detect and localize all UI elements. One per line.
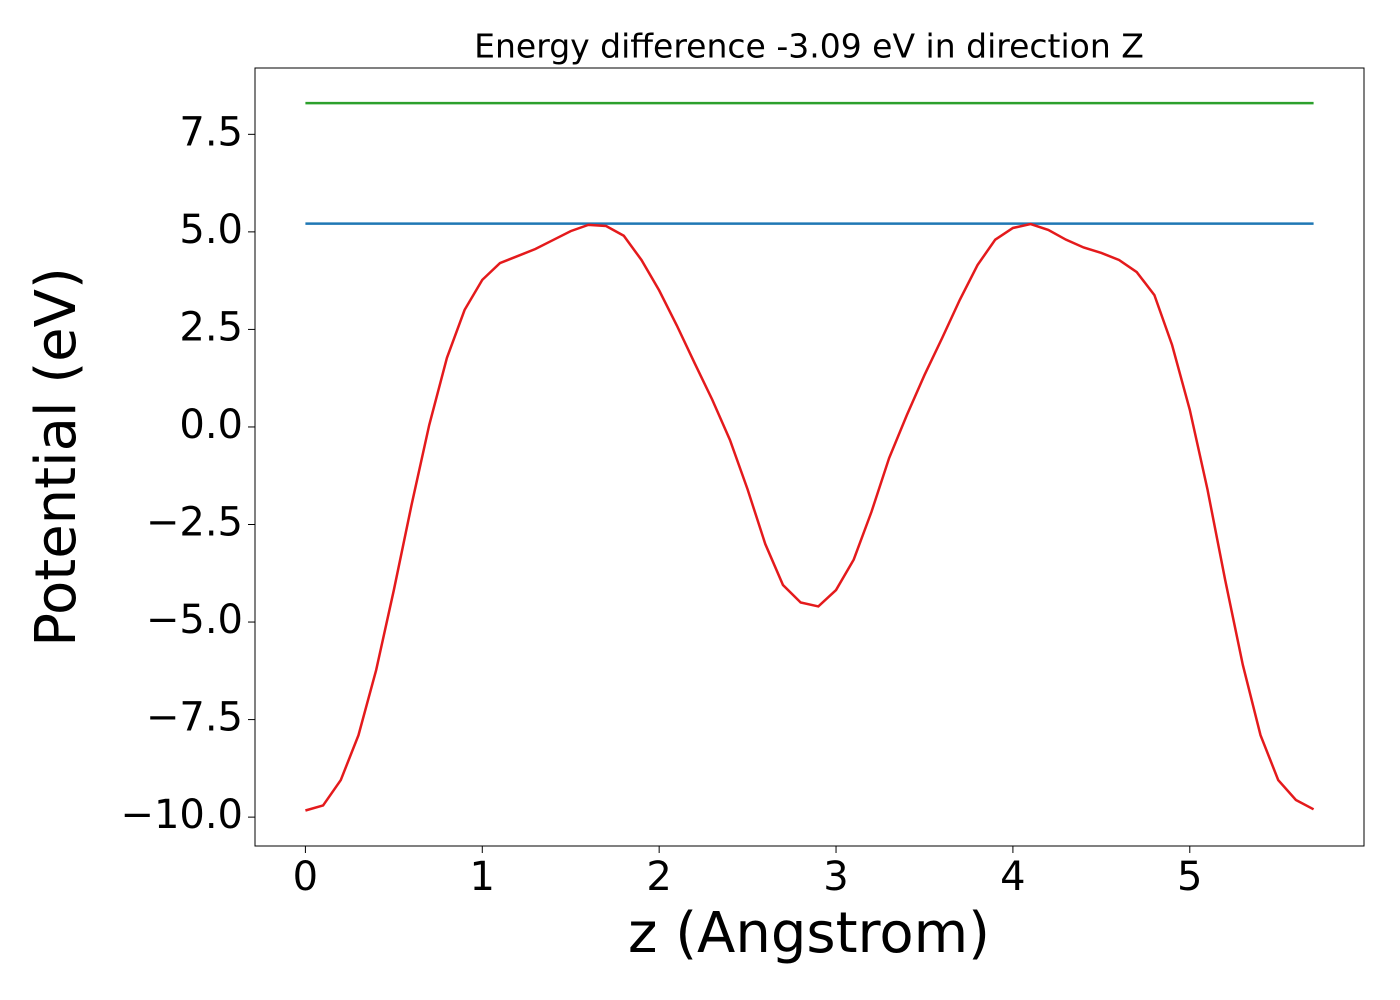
y-tick-label: −7.5 — [146, 695, 243, 741]
plot-frame — [254, 67, 1365, 847]
y-tick-label: −10.0 — [120, 792, 243, 838]
x-axis-label: z (Angstrom) — [628, 901, 990, 966]
y-tick-label: −5.0 — [146, 597, 243, 643]
y-tick-label: 5.0 — [179, 207, 243, 253]
line-series — [305, 222, 1315, 812]
y-tick-label: 7.5 — [179, 109, 243, 155]
x-tick-label: 5 — [1177, 854, 1202, 900]
y-tick-label: 0.0 — [179, 402, 243, 448]
x-tick-label: 2 — [646, 854, 671, 900]
x-tick-label: 0 — [293, 854, 318, 900]
chart-title: Energy difference -3.09 eV in direction … — [474, 27, 1144, 66]
y-axis-label: Potential (eV) — [24, 267, 89, 647]
y-tick-label: −2.5 — [146, 499, 243, 545]
x-tick-label: 4 — [1000, 854, 1025, 900]
x-tick-label: 1 — [470, 854, 495, 900]
y-tick-label: 2.5 — [179, 304, 243, 350]
x-tick-label: 3 — [823, 854, 848, 900]
